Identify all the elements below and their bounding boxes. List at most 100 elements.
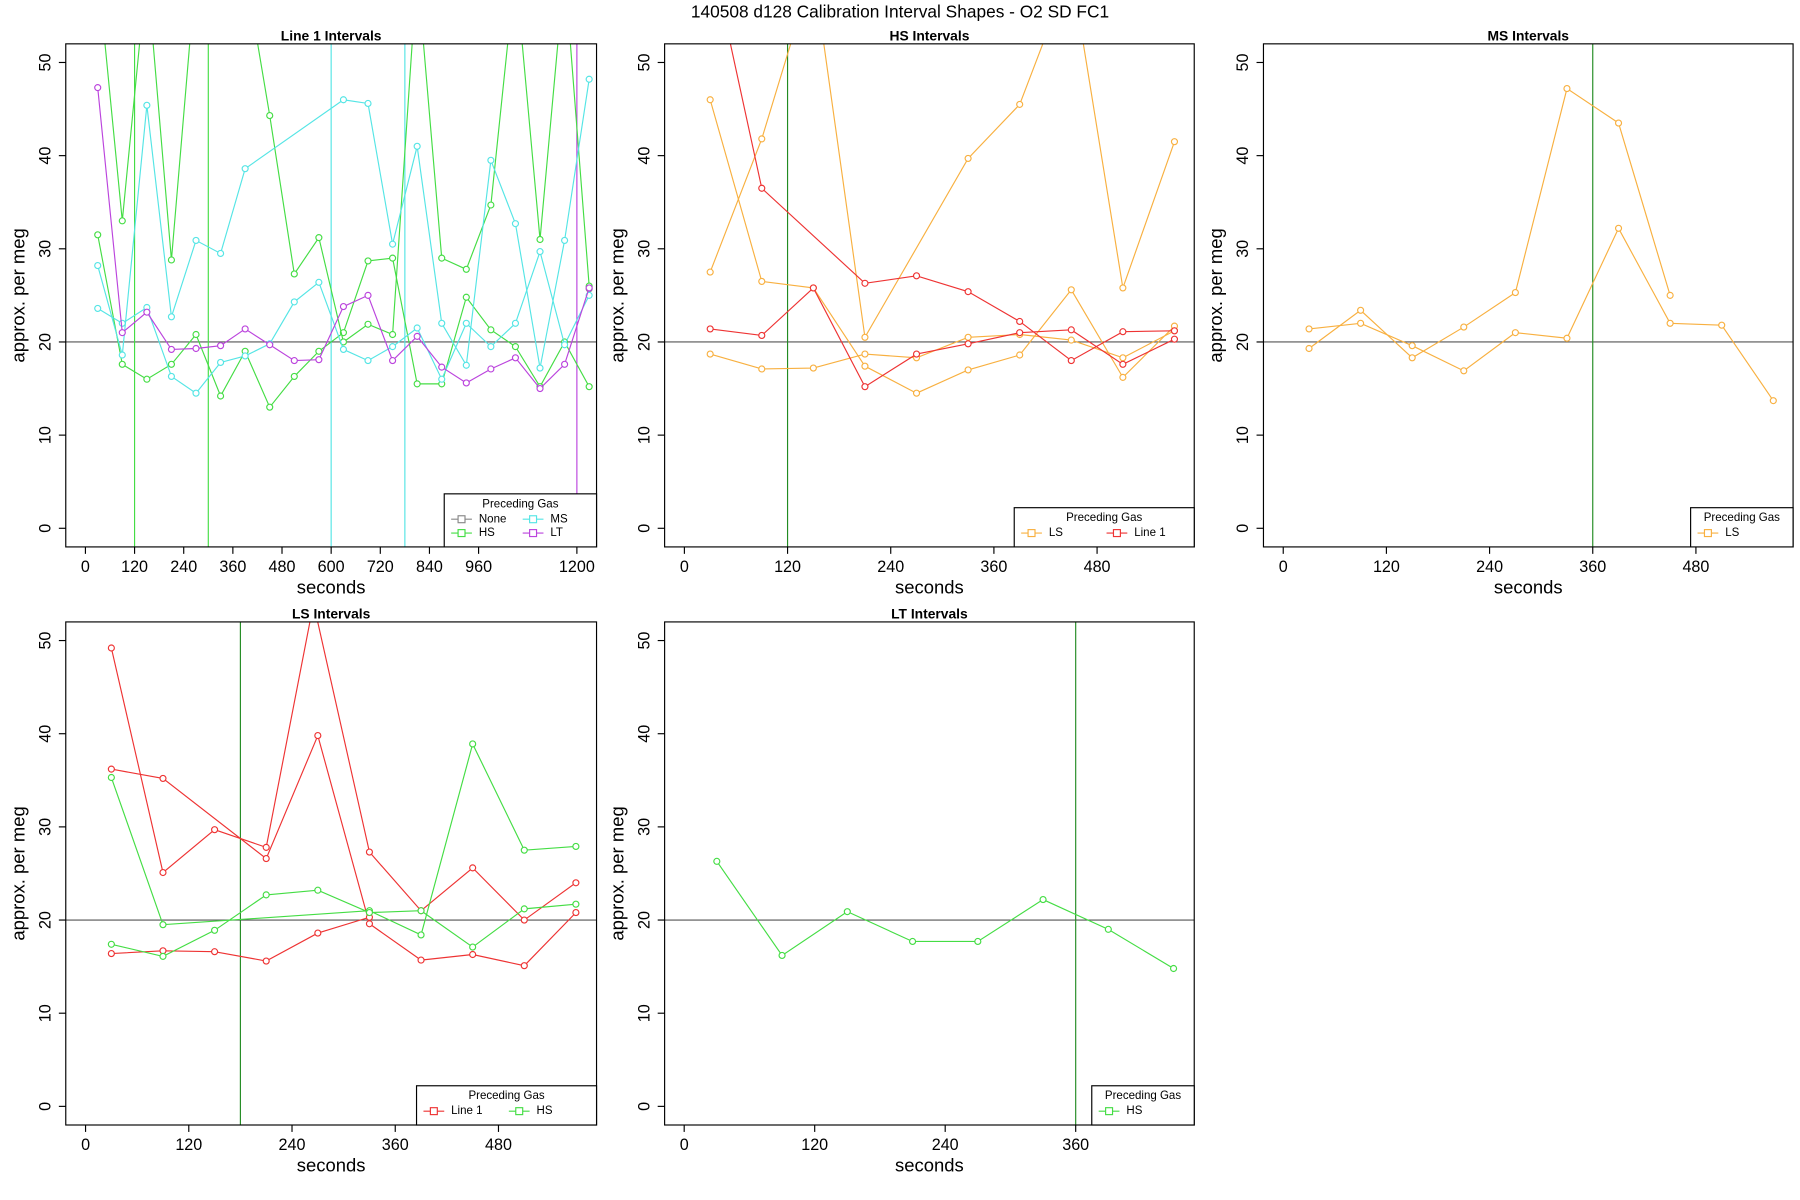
data-point (118, 329, 126, 337)
plot-area (664, 621, 1195, 1125)
legend-swatch-point (529, 515, 538, 524)
series-line (709, 43, 1176, 340)
data-point (262, 854, 270, 863)
data-point (241, 325, 249, 333)
data-point (438, 254, 446, 262)
data-point (159, 774, 167, 783)
y-tick-label: 20 (36, 333, 54, 351)
data-point (1016, 351, 1024, 359)
panel: Line 1 Intervals 0 120 240 360 480 600 720 840 96… (7, 28, 598, 597)
y-tick-label: 40 (635, 147, 653, 165)
data-point (192, 389, 200, 397)
y-tick-label: 20 (635, 911, 653, 929)
x-tick-label: 240 (279, 1136, 306, 1154)
y-tick-label: 20 (1234, 333, 1252, 351)
y-tick-label: 0 (36, 1102, 54, 1111)
data-point (1039, 895, 1047, 904)
data-point (1119, 373, 1127, 381)
data-point (413, 142, 421, 150)
data-point (241, 165, 249, 173)
y-tick-label: 50 (36, 632, 54, 650)
y-axis-label: approx. per meg (606, 228, 627, 362)
panel-title: LS Intervals (292, 606, 371, 622)
data-point (758, 277, 766, 285)
data-point (964, 333, 972, 341)
x-axis-label: seconds (297, 1154, 366, 1175)
data-point (216, 342, 225, 350)
x-tick-label: 0 (1279, 558, 1288, 576)
data-point (290, 270, 298, 278)
legend-label: HS (537, 1105, 553, 1117)
data-point (389, 343, 397, 351)
x-axis-label: seconds (297, 576, 366, 597)
data-point (1170, 327, 1179, 335)
legend-label: HS (1126, 1105, 1142, 1117)
y-axis-label: approx. per meg (7, 228, 28, 362)
y-tick-label: 20 (635, 333, 653, 351)
data-point (758, 135, 766, 143)
x-tick-label: 0 (680, 558, 689, 576)
legend-swatch-point (1105, 1107, 1114, 1116)
data-point (520, 846, 528, 854)
plot-area (1263, 43, 1794, 547)
data-point (364, 257, 372, 265)
data-point (118, 360, 126, 368)
legend-swatch-point (1703, 529, 1712, 538)
y-tick-label: 50 (36, 53, 54, 71)
x-tick-label: 360 (980, 558, 1007, 576)
data-point (107, 950, 115, 958)
panel-title: MS Intervals (1488, 28, 1570, 44)
plot-frame (664, 621, 1195, 1126)
legend-box (443, 493, 598, 548)
data-point (1119, 284, 1127, 292)
series-line (716, 861, 1174, 969)
legend-swatch-point (1112, 529, 1121, 538)
data-point (912, 350, 921, 358)
y-tick-label: 10 (635, 1004, 653, 1022)
y-axis-label: approx. per meg (606, 806, 627, 940)
data-point (469, 943, 477, 951)
y-tick-label: 40 (36, 725, 54, 743)
plot-frame (664, 43, 1195, 548)
x-axis-label: seconds (1494, 576, 1563, 597)
data-point (107, 644, 115, 652)
data-point (469, 950, 477, 959)
x-tick-label: 0 (81, 1136, 90, 1154)
data-point (572, 842, 580, 851)
series-line (110, 742, 576, 936)
plot-frame (65, 621, 598, 1126)
x-tick-label: 120 (121, 558, 148, 576)
data-point (861, 383, 869, 391)
data-point (266, 341, 274, 349)
data-point (118, 319, 126, 327)
data-point (585, 75, 593, 83)
series-line (1308, 87, 1671, 359)
data-point (1563, 334, 1571, 342)
series-line (710, 286, 1175, 388)
x-axis-label: seconds (895, 576, 964, 597)
y-tick-label: 30 (635, 240, 653, 258)
data-point (469, 740, 477, 748)
data-point (167, 313, 176, 321)
data-point (809, 284, 817, 292)
data-point (211, 926, 219, 934)
data-point (462, 319, 470, 327)
data-point (1104, 925, 1112, 933)
data-point (1614, 119, 1623, 127)
figure-title: 140508 d128 Calibration Interval Shapes … (691, 1, 1109, 21)
y-tick-label: 30 (1234, 240, 1252, 258)
series-line (710, 330, 1175, 370)
legend-swatch-point (1027, 529, 1036, 538)
legend-label: Line 1 (451, 1105, 482, 1117)
x-tick-label: 360 (382, 1136, 409, 1154)
y-tick-label: 0 (36, 524, 54, 533)
data-point (339, 302, 348, 311)
plot-area (65, 43, 597, 547)
data-point (1666, 319, 1674, 327)
data-point (365, 848, 374, 856)
legend-label: MS (550, 513, 568, 525)
x-tick-label: 480 (1084, 558, 1111, 576)
data-point (1067, 357, 1075, 365)
data-point (536, 235, 544, 244)
